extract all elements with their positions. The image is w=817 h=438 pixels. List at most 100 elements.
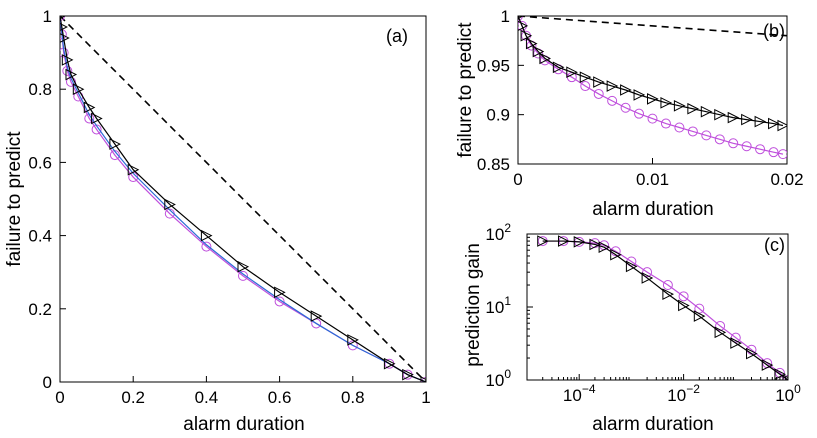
- panel-a-triangle-marker: [402, 368, 414, 381]
- panel-b-circle-marker: [660, 118, 671, 129]
- panel-c-triangle-marker: [761, 359, 774, 371]
- panel-a-triangle-marker: [274, 286, 286, 299]
- panel-a-ylabel: failure to predict: [4, 131, 25, 267]
- panel-b-y-tick-label: 0.9: [486, 106, 510, 125]
- panel-c-series-purple-circles: [542, 240, 788, 380]
- panel-b-circle-marker: [701, 130, 712, 141]
- panel-b-circle-marker: [714, 134, 725, 145]
- panel-c-x-tick-label: 10−2: [667, 382, 700, 405]
- panel-b-tag: (b): [763, 21, 785, 41]
- panel-c-circle-marker: [642, 267, 653, 278]
- panel-c-circle-marker: [730, 332, 741, 343]
- panel-a-triangle-marker: [310, 310, 323, 322]
- panel-b-circle-marker: [777, 149, 787, 160]
- panel-c-triangle-marker: [625, 260, 638, 273]
- panel-a-triangle-marker: [383, 357, 396, 370]
- panel-b-circle-marker: [674, 122, 685, 133]
- panel-b-y-tick-label: 1: [501, 7, 510, 26]
- panel-a-circle-marker: [347, 340, 358, 351]
- panel-b-triangle-marker: [647, 93, 659, 105]
- panel-c-tag: (c): [764, 235, 785, 255]
- panel-b-triangle-marker: [532, 45, 545, 58]
- panel-a-plot-area: [60, 16, 426, 382]
- panel-b-y-tick-label: 0.85: [477, 155, 510, 174]
- panel-b-triangle-marker: [552, 61, 565, 74]
- panel-a-circle-marker: [201, 241, 212, 252]
- panel-a-y-tick-label: 0.6: [28, 153, 52, 172]
- panel-c-triangle-marker: [693, 310, 706, 322]
- panel-a-circle-marker: [274, 296, 285, 307]
- panel-a-triangle-marker: [91, 112, 103, 125]
- panel-c-chart: (c) alarm duration prediction gain 10−4 1…: [463, 221, 801, 435]
- panel-c-x-tick-label: 100: [775, 382, 801, 405]
- panel-c-triangle-marker: [537, 235, 549, 247]
- panel-b-circle-marker: [728, 138, 739, 149]
- panel-c-y-tick-label: 102: [485, 221, 511, 244]
- panel-a-y-tick-label: 0.2: [28, 300, 52, 319]
- panel-b-triangle-marker: [518, 20, 529, 31]
- panel-c-triangle-marker: [557, 235, 570, 247]
- panel-a-x-tick-label: 1: [421, 388, 430, 407]
- panel-b-triangle-marker: [727, 111, 740, 124]
- panel-b-circle-marker: [607, 95, 618, 106]
- panel-c-frame: [526, 233, 789, 381]
- panel-c-triangle-marker: [774, 368, 787, 380]
- panel-b-triangle-marker: [633, 89, 646, 101]
- panel-b-triangle-marker: [700, 105, 713, 118]
- panel-c-triangle-marker: [610, 248, 622, 261]
- panel-b-circle-marker: [580, 81, 591, 92]
- panel-a-series-random: [60, 16, 426, 382]
- panel-b-x-tick-label: 0.02: [770, 170, 803, 189]
- panel-a-triangle-marker: [83, 101, 96, 114]
- panel-a-triangle-marker: [237, 260, 250, 273]
- panel-b-circle-marker: [741, 141, 752, 152]
- panel-a-x-tick-label: 0.6: [268, 388, 292, 407]
- panel-c-triangle-marker: [730, 337, 742, 349]
- panel-b-ylabel: failure to predict: [455, 22, 476, 158]
- panel-a-series-black-triangles: [60, 16, 426, 382]
- panel-b-triangle-marker: [660, 97, 673, 109]
- panel-a-triangle-marker: [200, 229, 213, 242]
- panel-c-x-tick-label: 10−4: [563, 382, 596, 405]
- panel-a-y-tick-label: 0.4: [28, 227, 52, 246]
- panel-b-triangle-marker: [525, 37, 538, 50]
- panel-a-x-tick-label: 0.4: [195, 388, 219, 407]
- panel-b-circle-marker: [593, 88, 604, 99]
- panel-a-triangle-marker: [109, 138, 122, 150]
- panel-c-triangle-marker: [589, 238, 602, 251]
- panel-a-triangle-marker: [127, 163, 140, 176]
- panel-a-y-tick-label: 0.8: [28, 80, 52, 99]
- panel-a-triangle-marker: [72, 83, 85, 96]
- panel-b-x-tick-label: 0: [513, 170, 522, 189]
- panel-b-triangle-marker: [687, 102, 699, 115]
- panel-b-circle-marker: [647, 113, 658, 124]
- panel-b-circle-marker: [620, 102, 631, 113]
- panel-c-xlabel: alarm duration: [592, 414, 713, 435]
- panel-a-series-blue-line: [60, 16, 426, 382]
- panel-c-triangle-marker: [714, 326, 727, 339]
- panel-b-circle-marker: [634, 108, 645, 119]
- panel-c-triangle-marker: [573, 236, 586, 248]
- panel-a-triangle-marker: [347, 334, 359, 346]
- panel-b-xlabel: alarm duration: [592, 199, 713, 220]
- panel-b-triangle-marker: [606, 80, 619, 92]
- panel-a-triangle-marker: [60, 23, 68, 31]
- panel-b-triangle-marker: [593, 76, 605, 88]
- panel-b-triangle-marker: [741, 113, 753, 126]
- panel-b-triangle-marker: [777, 119, 787, 132]
- panel-b-triangle-marker: [714, 108, 726, 121]
- panel-a-triangle-marker: [60, 33, 70, 43]
- panel-a-x-tick-label: 0: [55, 388, 64, 407]
- panel-b-y-tick-label: 0.95: [477, 56, 510, 75]
- panel-c-plot-area: [537, 235, 788, 380]
- panel-a-tag: (a): [386, 26, 408, 46]
- panel-a-triangle-marker: [65, 68, 78, 81]
- panel-b-circle-marker: [687, 126, 698, 137]
- panel-c-triangle-marker: [662, 288, 675, 300]
- panel-b-series-black-triangles: [518, 16, 784, 127]
- panel-b-plot-area: [518, 16, 787, 160]
- panel-c-triangle-marker: [598, 241, 611, 253]
- panel-b-triangle-marker: [539, 52, 552, 65]
